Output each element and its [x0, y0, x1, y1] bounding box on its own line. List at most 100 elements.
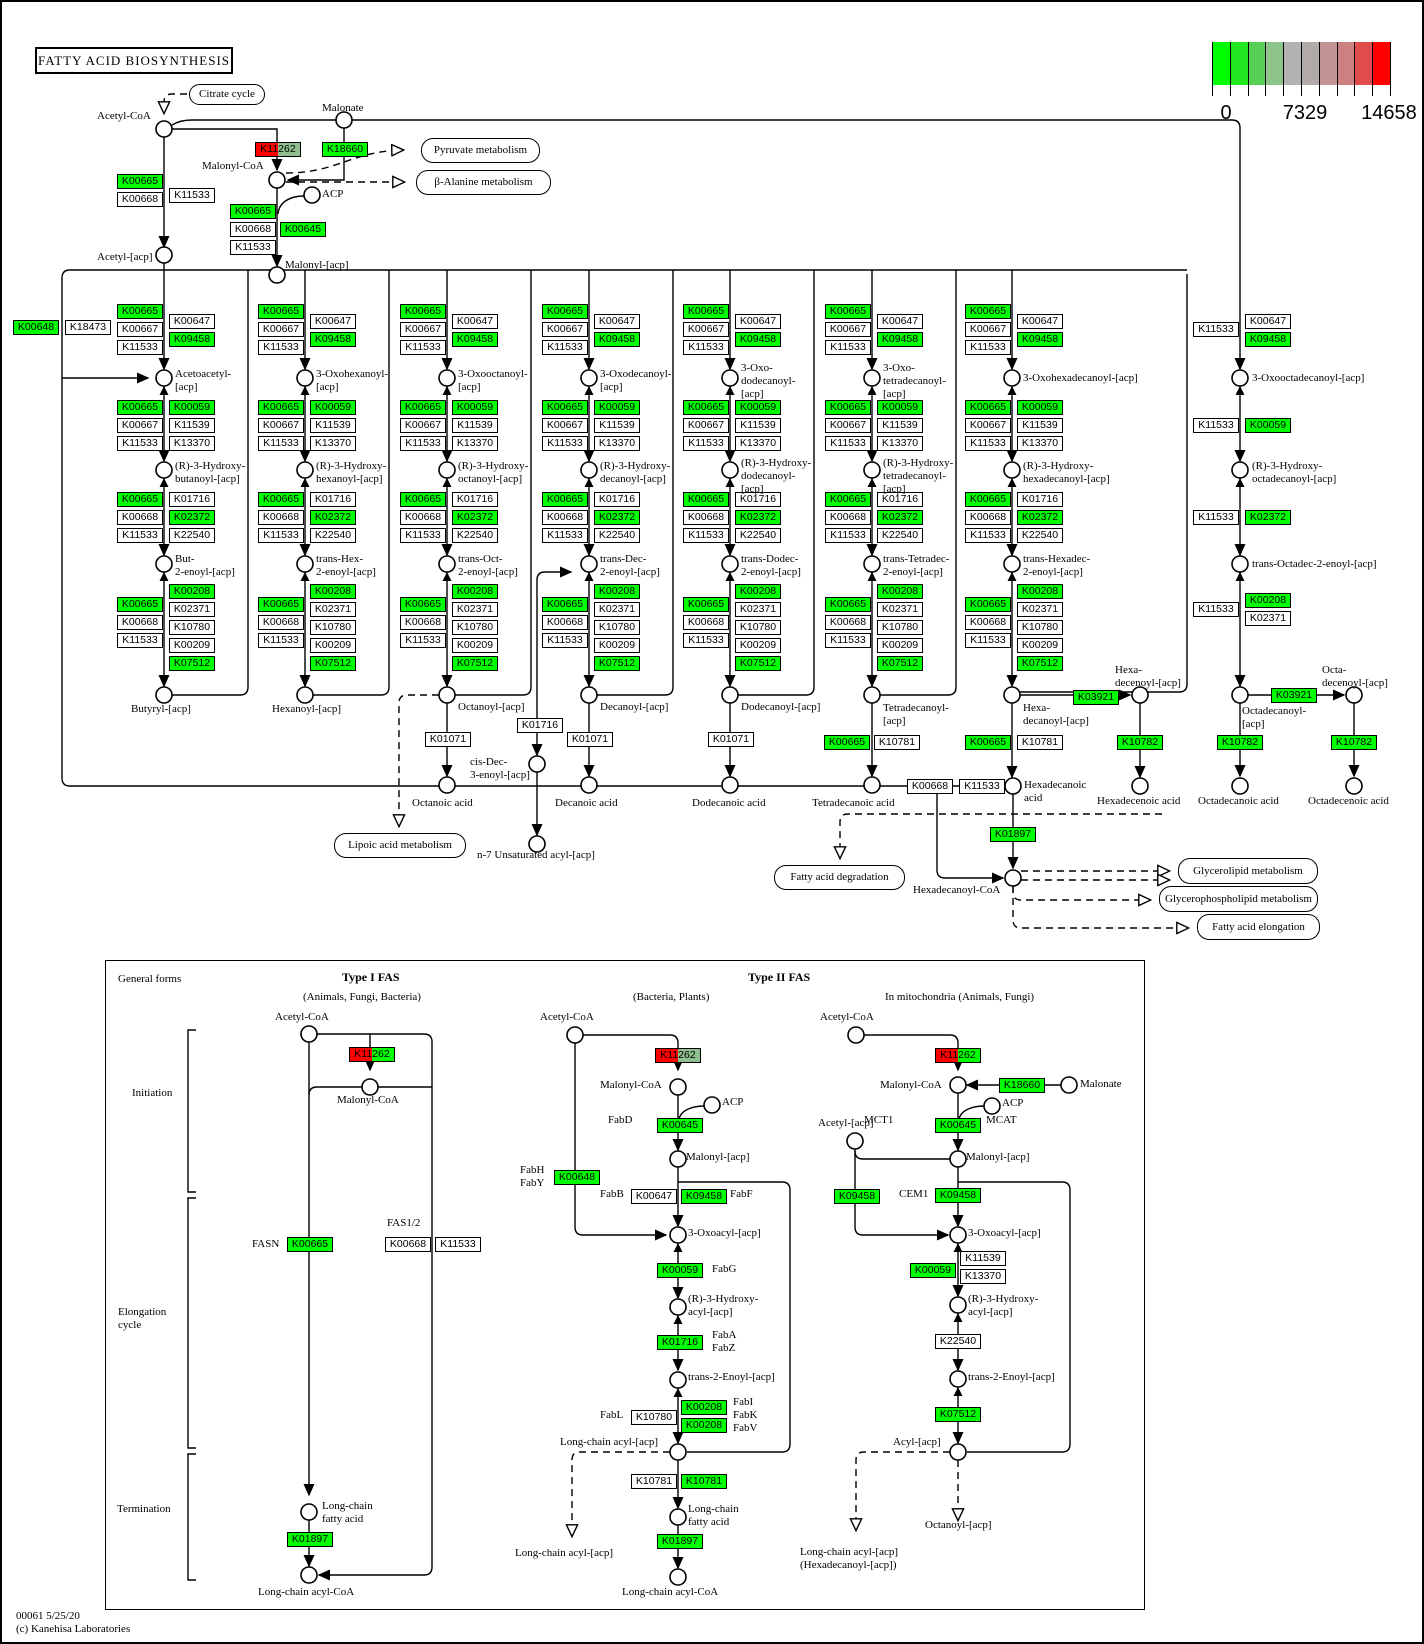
kbox-k00665[interactable]: K00665: [683, 400, 729, 415]
kbox-k00059[interactable]: K00059: [169, 400, 215, 415]
kbox-k11533[interactable]: K11533: [117, 633, 163, 648]
kbox-k00668[interactable]: K00668: [825, 615, 871, 630]
kbox-k00668[interactable]: K00668: [683, 615, 729, 630]
kbox-k22540[interactable]: K22540: [310, 528, 356, 543]
kbox-k02371[interactable]: K02371: [735, 602, 781, 617]
kbox-k00665[interactable]: K00665: [117, 597, 163, 612]
kbox-k00208[interactable]: K00208: [594, 584, 640, 599]
kbox-k00665[interactable]: K00665: [258, 597, 304, 612]
pathway-link[interactable]: Lipoic acid metabolism: [334, 833, 466, 858]
kbox-k02372[interactable]: K02372: [735, 510, 781, 525]
compound-circle[interactable]: [1131, 686, 1149, 704]
kbox-k00059[interactable]: K00059: [735, 400, 781, 415]
compound-circle[interactable]: [268, 171, 286, 189]
kbox-k11533[interactable]: K11533: [1193, 418, 1239, 433]
kbox-k11533[interactable]: K11533: [117, 436, 163, 451]
kbox-k00059[interactable]: K00059: [1245, 418, 1291, 433]
kbox-k07512[interactable]: K07512: [169, 656, 215, 671]
kbox-k00059[interactable]: K00059: [1017, 400, 1063, 415]
kbox-k11533[interactable]: K11533: [169, 188, 215, 203]
kbox-k00665[interactable]: K00665: [258, 400, 304, 415]
kbox-k09458[interactable]: K09458: [935, 1188, 981, 1203]
kbox-k10780[interactable]: K10780: [877, 620, 923, 635]
kbox-k00665[interactable]: K00665: [824, 735, 870, 750]
kbox-k00665[interactable]: K00665: [825, 400, 871, 415]
kbox-k11533[interactable]: K11533: [683, 633, 729, 648]
kbox-k00208[interactable]: K00208: [1017, 584, 1063, 599]
kbox-k03921[interactable]: K03921: [1073, 690, 1119, 705]
kbox-k11533[interactable]: K11533: [825, 633, 871, 648]
kbox-k00647[interactable]: K00647: [735, 314, 781, 329]
compound-circle[interactable]: [846, 1132, 864, 1150]
kbox-k00059[interactable]: K00059: [310, 400, 356, 415]
kbox-k00647[interactable]: K00647: [1245, 314, 1291, 329]
kbox-k11262[interactable]: K11262: [255, 142, 301, 157]
kbox-k00208[interactable]: K00208: [310, 584, 356, 599]
kbox-k00208[interactable]: K00208: [452, 584, 498, 599]
kbox-k00665[interactable]: K00665: [287, 1237, 333, 1252]
kbox-k01716[interactable]: K01716: [1017, 492, 1063, 507]
kbox-k00667[interactable]: K00667: [683, 418, 729, 433]
kbox-k09458[interactable]: K09458: [834, 1189, 880, 1204]
kbox-k00667[interactable]: K00667: [825, 418, 871, 433]
kbox-k11262[interactable]: K11262: [655, 1048, 701, 1063]
kbox-k01716[interactable]: K01716: [594, 492, 640, 507]
kbox-k00665[interactable]: K00665: [400, 304, 446, 319]
kbox-k00647[interactable]: K00647: [1017, 314, 1063, 329]
compound-circle[interactable]: [1231, 777, 1249, 795]
kbox-k02372[interactable]: K02372: [877, 510, 923, 525]
kbox-k11533[interactable]: K11533: [542, 633, 588, 648]
compound-circle[interactable]: [300, 1566, 318, 1584]
kbox-k07512[interactable]: K07512: [310, 656, 356, 671]
kbox-k00665[interactable]: K00665: [400, 492, 446, 507]
kbox-k10781[interactable]: K10781: [1017, 735, 1063, 750]
kbox-k00059[interactable]: K00059: [594, 400, 640, 415]
kbox-k00665[interactable]: K00665: [683, 304, 729, 319]
compound-circle[interactable]: [703, 1096, 721, 1114]
pathway-link[interactable]: Glycerolipid metabolism: [1178, 858, 1318, 884]
compound-circle[interactable]: [669, 1443, 687, 1461]
kbox-k10780[interactable]: K10780: [1017, 620, 1063, 635]
pathway-link[interactable]: Fatty acid elongation: [1197, 914, 1320, 940]
kbox-k11539[interactable]: K11539: [877, 418, 923, 433]
kbox-k10780[interactable]: K10780: [735, 620, 781, 635]
kbox-k00665[interactable]: K00665: [117, 174, 163, 189]
kbox-k00665[interactable]: K00665: [965, 400, 1011, 415]
kbox-k11533[interactable]: K11533: [400, 528, 446, 543]
kbox-k13370[interactable]: K13370: [594, 436, 640, 451]
pathway-link[interactable]: Pyruvate metabolism: [421, 138, 540, 163]
compound-circle[interactable]: [1004, 869, 1022, 887]
kbox-k13370[interactable]: K13370: [1017, 436, 1063, 451]
kbox-k13370[interactable]: K13370: [877, 436, 923, 451]
kbox-k00665[interactable]: K00665: [542, 304, 588, 319]
pathway-link[interactable]: Citrate cycle: [189, 84, 265, 105]
compound-circle[interactable]: [669, 1568, 687, 1586]
kbox-k00665[interactable]: K00665: [542, 597, 588, 612]
kbox-k00645[interactable]: K00645: [657, 1118, 703, 1133]
kbox-k07512[interactable]: K07512: [935, 1407, 981, 1422]
compound-circle[interactable]: [1004, 777, 1022, 795]
compound-circle[interactable]: [155, 120, 173, 138]
compound-circle[interactable]: [528, 755, 546, 773]
kbox-k01071[interactable]: K01071: [708, 732, 754, 747]
kbox-k11533[interactable]: K11533: [1193, 322, 1239, 337]
kbox-k00647[interactable]: K00647: [594, 314, 640, 329]
kbox-k00665[interactable]: K00665: [258, 304, 304, 319]
kbox-k02372[interactable]: K02372: [1017, 510, 1063, 525]
kbox-k11539[interactable]: K11539: [452, 418, 498, 433]
kbox-k11539[interactable]: K11539: [735, 418, 781, 433]
kbox-k00668[interactable]: K00668: [117, 192, 163, 207]
kbox-k10780[interactable]: K10780: [169, 620, 215, 635]
kbox-k11533[interactable]: K11533: [825, 436, 871, 451]
kbox-k00209[interactable]: K00209: [452, 638, 498, 653]
kbox-k02371[interactable]: K02371: [310, 602, 356, 617]
kbox-k10781[interactable]: K10781: [681, 1474, 727, 1489]
kbox-k02372[interactable]: K02372: [169, 510, 215, 525]
kbox-k00667[interactable]: K00667: [117, 418, 163, 433]
kbox-k00208[interactable]: K00208: [681, 1400, 727, 1415]
kbox-k00209[interactable]: K00209: [169, 638, 215, 653]
kbox-k11533[interactable]: K11533: [258, 436, 304, 451]
kbox-k07512[interactable]: K07512: [877, 656, 923, 671]
kbox-k01897[interactable]: K01897: [287, 1532, 333, 1547]
kbox-k11533[interactable]: K11533: [959, 779, 1005, 794]
